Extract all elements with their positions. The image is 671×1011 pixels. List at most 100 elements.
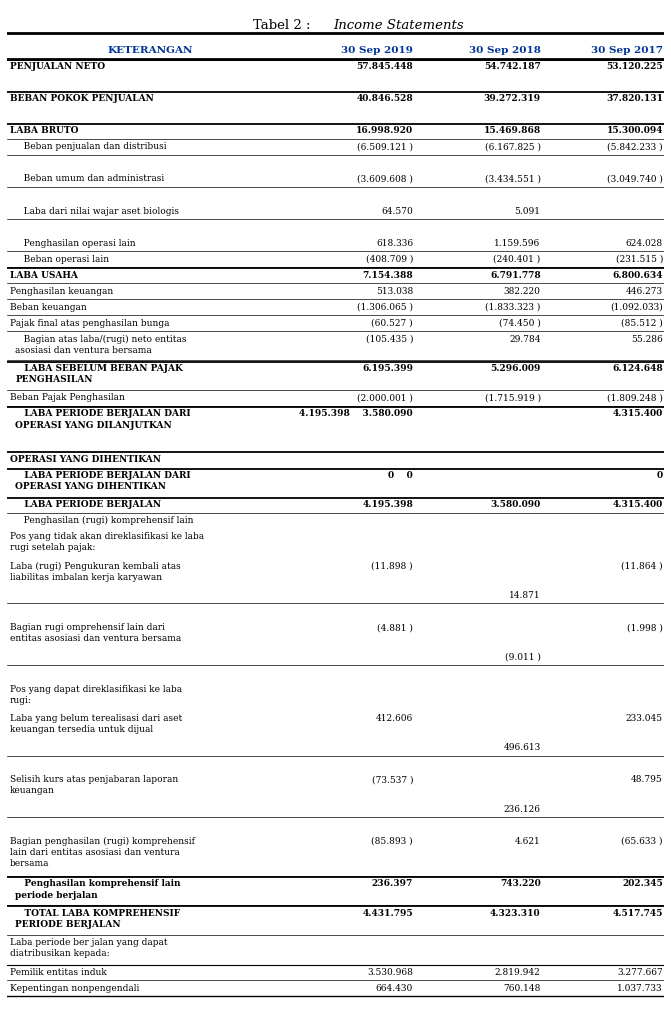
Text: Selisih kurs atas penjabaran laporan
keuangan: Selisih kurs atas penjabaran laporan keu… — [10, 775, 178, 796]
Text: 4.431.795: 4.431.795 — [362, 909, 413, 918]
Text: (1.715.919 ): (1.715.919 ) — [484, 393, 541, 402]
Text: (240.401 ): (240.401 ) — [493, 255, 541, 264]
Text: 4.621: 4.621 — [515, 837, 541, 846]
Text: 2.819.942: 2.819.942 — [495, 968, 541, 977]
Text: Beban umum dan administrasi: Beban umum dan administrasi — [15, 175, 164, 183]
Text: (11.864 ): (11.864 ) — [621, 562, 663, 570]
Text: Penghasilan operasi lain: Penghasilan operasi lain — [15, 239, 136, 248]
Text: 4.315.400: 4.315.400 — [613, 500, 663, 510]
Text: KETERANGAN: KETERANGAN — [107, 45, 193, 55]
Text: (3.049.740 ): (3.049.740 ) — [607, 175, 663, 183]
Text: Beban operasi lain: Beban operasi lain — [15, 255, 109, 264]
Text: Tabel 2 :: Tabel 2 : — [253, 19, 315, 32]
Text: PENJUALAN NETO: PENJUALAN NETO — [10, 63, 105, 72]
Text: Penghasilan (rugi) komprehensif lain: Penghasilan (rugi) komprehensif lain — [15, 517, 194, 526]
Text: LABA BRUTO: LABA BRUTO — [10, 126, 79, 135]
Text: Pajak final atas penghasilan bunga: Pajak final atas penghasilan bunga — [10, 318, 170, 328]
Text: (1.092.033): (1.092.033) — [610, 302, 663, 311]
Text: 0    0: 0 0 — [389, 471, 413, 480]
Text: 6.195.399: 6.195.399 — [362, 364, 413, 373]
Text: 15.300.094: 15.300.094 — [607, 126, 663, 135]
Text: (85.893 ): (85.893 ) — [372, 837, 413, 846]
Text: 382.220: 382.220 — [504, 287, 541, 295]
Text: 54.742.187: 54.742.187 — [484, 63, 541, 72]
Text: LABA USAHA: LABA USAHA — [10, 271, 78, 280]
Text: 4.315.400: 4.315.400 — [613, 409, 663, 419]
Text: 233.045: 233.045 — [626, 714, 663, 723]
Text: 496.613: 496.613 — [503, 743, 541, 752]
Text: (1.833.323 ): (1.833.323 ) — [485, 302, 541, 311]
Text: 6.791.778: 6.791.778 — [490, 271, 541, 280]
Text: (2.000.001 ): (2.000.001 ) — [357, 393, 413, 402]
Text: LABA PERIODE BERJALAN DARI
OPERASI YANG DILANJUTKAN: LABA PERIODE BERJALAN DARI OPERASI YANG … — [15, 409, 191, 430]
Text: (1.998 ): (1.998 ) — [627, 623, 663, 632]
Text: (231.515 ): (231.515 ) — [615, 255, 663, 264]
Text: BEBAN POKOK PENJUALAN: BEBAN POKOK PENJUALAN — [10, 94, 154, 103]
Text: TOTAL LABA KOMPREHENSIF
PERIODE BERJALAN: TOTAL LABA KOMPREHENSIF PERIODE BERJALAN — [15, 909, 180, 929]
Text: 7.154.388: 7.154.388 — [362, 271, 413, 280]
Text: (3.609.608 ): (3.609.608 ) — [357, 175, 413, 183]
Text: 5.091: 5.091 — [515, 206, 541, 215]
Text: Pos yang dapat direklasifikasi ke laba
rugi:: Pos yang dapat direklasifikasi ke laba r… — [10, 684, 182, 705]
Text: (5.842.233 ): (5.842.233 ) — [607, 143, 663, 152]
Text: (6.509.121 ): (6.509.121 ) — [357, 143, 413, 152]
Text: Laba yang belum terealisasi dari aset
keuangan tersedia untuk dijual: Laba yang belum terealisasi dari aset ke… — [10, 714, 183, 734]
Text: (3.434.551 ): (3.434.551 ) — [484, 175, 541, 183]
Text: 40.846.528: 40.846.528 — [356, 94, 413, 103]
Text: 39.272.319: 39.272.319 — [484, 94, 541, 103]
Text: 624.028: 624.028 — [626, 239, 663, 248]
Text: 4.323.310: 4.323.310 — [490, 909, 541, 918]
Text: 48.795: 48.795 — [631, 775, 663, 785]
Text: LABA PERIODE BERJALAN: LABA PERIODE BERJALAN — [15, 500, 162, 510]
Text: 412.606: 412.606 — [376, 714, 413, 723]
Text: 53.120.225: 53.120.225 — [607, 63, 663, 72]
Text: 664.430: 664.430 — [376, 984, 413, 993]
Text: 55.286: 55.286 — [631, 335, 663, 344]
Text: Beban Pajak Penghasilan: Beban Pajak Penghasilan — [10, 393, 125, 402]
Text: (73.537 ): (73.537 ) — [372, 775, 413, 785]
Text: 14.871: 14.871 — [509, 591, 541, 601]
Text: Laba dari nilai wajar aset biologis: Laba dari nilai wajar aset biologis — [15, 206, 179, 215]
Text: 64.570: 64.570 — [381, 206, 413, 215]
Text: 446.273: 446.273 — [626, 287, 663, 295]
Text: Laba periode ber jalan yang dapat
diatribusikan kepada:: Laba periode ber jalan yang dapat diatri… — [10, 938, 168, 958]
Text: 30 Sep 2017: 30 Sep 2017 — [591, 45, 663, 55]
Text: OPERASI YANG DIHENTIKAN: OPERASI YANG DIHENTIKAN — [10, 455, 161, 464]
Text: LABA PERIODE BERJALAN DARI
OPERASI YANG DIHENTIKAN: LABA PERIODE BERJALAN DARI OPERASI YANG … — [15, 471, 191, 491]
Text: 3.530.968: 3.530.968 — [367, 968, 413, 977]
Text: Bagian penghasilan (rugi) komprehensif
lain dari entitas asosiasi dan ventura
be: Bagian penghasilan (rugi) komprehensif l… — [10, 837, 195, 868]
Text: LABA SEBELUM BEBAN PAJAK
PENGHASILAN: LABA SEBELUM BEBAN PAJAK PENGHASILAN — [15, 364, 183, 384]
Text: Kepentingan nonpengendali: Kepentingan nonpengendali — [10, 984, 140, 993]
Text: Bagian rugi omprehensif lain dari
entitas asosiasi dan ventura bersama: Bagian rugi omprehensif lain dari entita… — [10, 623, 181, 643]
Text: 4.517.745: 4.517.745 — [613, 909, 663, 918]
Text: 202.345: 202.345 — [622, 880, 663, 889]
Text: (1.306.065 ): (1.306.065 ) — [357, 302, 413, 311]
Text: (6.167.825 ): (6.167.825 ) — [484, 143, 541, 152]
Text: 4.195.398    3.580.090: 4.195.398 3.580.090 — [299, 409, 413, 419]
Text: 5.296.009: 5.296.009 — [491, 364, 541, 373]
Text: Income Statements: Income Statements — [333, 19, 464, 32]
Text: 4.195.398: 4.195.398 — [362, 500, 413, 510]
Text: 15.469.868: 15.469.868 — [483, 126, 541, 135]
Text: Beban keuangan: Beban keuangan — [10, 302, 87, 311]
Text: 30 Sep 2018: 30 Sep 2018 — [469, 45, 541, 55]
Text: (408.709 ): (408.709 ) — [366, 255, 413, 264]
Text: 513.038: 513.038 — [376, 287, 413, 295]
Text: Penghasilan keuangan: Penghasilan keuangan — [10, 287, 113, 295]
Text: (60.527 ): (60.527 ) — [372, 318, 413, 328]
Text: 743.220: 743.220 — [500, 880, 541, 889]
Text: (105.435 ): (105.435 ) — [366, 335, 413, 344]
Text: Bagian atas laba/(rugi) neto entitas
asosiasi dan ventura bersama: Bagian atas laba/(rugi) neto entitas aso… — [15, 335, 187, 355]
Text: 0: 0 — [657, 471, 663, 480]
Text: Laba (rugi) Pengukuran kembali atas
liabilitas imbalan kerja karyawan: Laba (rugi) Pengukuran kembali atas liab… — [10, 562, 180, 582]
Text: 618.336: 618.336 — [376, 239, 413, 248]
Text: (9.011 ): (9.011 ) — [505, 652, 541, 661]
Text: Pos yang tidak akan direklasifikasi ke laba
rugi setelah pajak:: Pos yang tidak akan direklasifikasi ke l… — [10, 533, 204, 552]
Text: Penghasilan komprehensif lain
periode berjalan: Penghasilan komprehensif lain periode be… — [15, 880, 180, 900]
Text: 3.277.667: 3.277.667 — [617, 968, 663, 977]
Text: (1.809.248 ): (1.809.248 ) — [607, 393, 663, 402]
Text: 760.148: 760.148 — [503, 984, 541, 993]
Text: 16.998.920: 16.998.920 — [356, 126, 413, 135]
Text: 57.845.448: 57.845.448 — [356, 63, 413, 72]
Text: 6.124.648: 6.124.648 — [612, 364, 663, 373]
